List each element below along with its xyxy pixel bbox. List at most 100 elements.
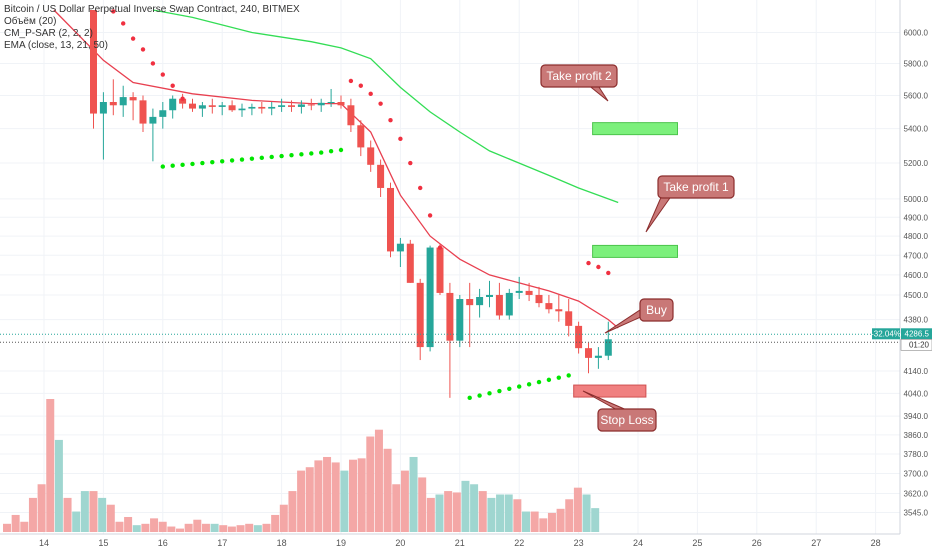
candle — [228, 100, 236, 112]
candle-body — [337, 101, 345, 106]
price-tick-label: 3940.0 — [904, 412, 929, 421]
candle-body — [604, 339, 612, 356]
candle — [396, 237, 404, 268]
candle-body — [347, 105, 355, 126]
volume-bar — [504, 494, 513, 532]
volume-bar — [184, 523, 193, 532]
candle-body — [109, 101, 117, 106]
candle-body — [159, 110, 167, 117]
candle — [466, 282, 474, 348]
psar-dot-above — [388, 118, 393, 123]
volume-bar — [201, 523, 210, 532]
grid-lines — [0, 0, 900, 534]
volume-bar — [20, 521, 29, 532]
candle — [159, 101, 167, 129]
candle-body — [387, 187, 394, 252]
volume-bar — [496, 494, 505, 532]
price-tick-label: 4040.0 — [904, 389, 929, 398]
psar-indicator-label[interactable]: CM_P-SAR (2, 2, 2) — [4, 28, 93, 39]
time-tick-label: 14 — [39, 538, 49, 548]
candle — [495, 282, 503, 320]
candle — [456, 294, 464, 348]
volume-bar — [357, 458, 366, 532]
volume-bar — [210, 523, 219, 532]
psar-dot-below — [289, 153, 294, 158]
target-zone — [592, 122, 678, 136]
ema-indicator-label[interactable]: EMA (close, 13, 21, 50) — [4, 40, 108, 51]
candle — [535, 286, 543, 308]
volume-bar — [349, 459, 357, 532]
volume-bar — [262, 523, 271, 532]
callout-pointer — [645, 194, 673, 233]
candle-body — [535, 294, 543, 304]
psar-dot-above — [170, 83, 175, 88]
candle-body — [307, 104, 315, 106]
time-tick-label: 21 — [455, 538, 465, 548]
psar-dot-below — [467, 395, 472, 401]
price-tick-label: 5800.0 — [904, 59, 929, 68]
time-tick-label: 17 — [217, 538, 227, 548]
psar-dot-above — [398, 136, 403, 142]
psar-dot-below — [229, 158, 235, 163]
change-tag — [872, 328, 900, 340]
volume-bar — [444, 491, 453, 532]
psar-dot-above — [358, 83, 363, 88]
volume-bar — [452, 492, 461, 532]
volume-bar — [582, 494, 591, 532]
candle — [505, 288, 513, 320]
candle — [476, 288, 484, 318]
volume-bar — [591, 508, 600, 532]
psar-dot-below — [210, 159, 215, 165]
volume-bar — [279, 504, 288, 532]
candle — [307, 98, 315, 111]
time-axis: 14 15 16 17 18 19 20 21 22 23 24 25 26 27 28 — [0, 533, 900, 548]
volume-bar — [176, 528, 184, 532]
price-tick-label: 6000.0 — [904, 29, 929, 38]
psar-dot-below — [546, 377, 552, 383]
volume-indicator-label[interactable]: Объём (20) — [4, 16, 57, 27]
volume-bar — [470, 484, 479, 532]
countdown-tag — [900, 338, 932, 351]
stop-zone — [573, 384, 647, 398]
volume-bar — [124, 516, 133, 532]
time-tick-label: 23 — [574, 538, 584, 548]
psar-dot-below — [487, 391, 492, 396]
candle — [268, 101, 276, 116]
symbol-title: Bitcoin / US Dollar Perpetual Inverse Sw… — [4, 4, 300, 15]
candle — [208, 98, 216, 114]
psar-dot-above — [180, 96, 185, 101]
callout-label: Stop Loss — [600, 413, 653, 427]
candle-body — [357, 125, 365, 148]
psar-dot-below — [328, 149, 334, 154]
psar-dot-above — [596, 264, 601, 270]
candle-body — [119, 97, 127, 106]
price-tick-label: 4380.0 — [904, 316, 929, 325]
volume-bar — [323, 456, 332, 532]
candle — [90, 10, 97, 129]
psar-dot-below — [338, 147, 344, 153]
candle — [99, 92, 107, 160]
volume-bar — [314, 460, 323, 532]
candle-body — [486, 294, 493, 297]
price-tick-label: 5600.0 — [904, 91, 929, 100]
volume-bar — [478, 491, 487, 532]
candle-body — [367, 147, 375, 165]
candle-body — [189, 103, 196, 109]
psar-dot-above — [408, 160, 413, 166]
volume-bar — [11, 514, 20, 532]
volume-bar — [305, 467, 314, 532]
ema-fast-line — [53, 9, 619, 329]
candle-body — [515, 290, 523, 293]
candle-body — [436, 247, 444, 293]
volume-bar — [227, 526, 236, 532]
volume-bar — [37, 484, 46, 532]
psar-dot-below — [556, 375, 561, 380]
candle-body — [268, 106, 276, 109]
candle — [139, 95, 147, 133]
volume-bar — [219, 525, 228, 532]
candle-body — [317, 102, 325, 106]
candle — [327, 88, 335, 107]
candle-body — [565, 311, 573, 326]
